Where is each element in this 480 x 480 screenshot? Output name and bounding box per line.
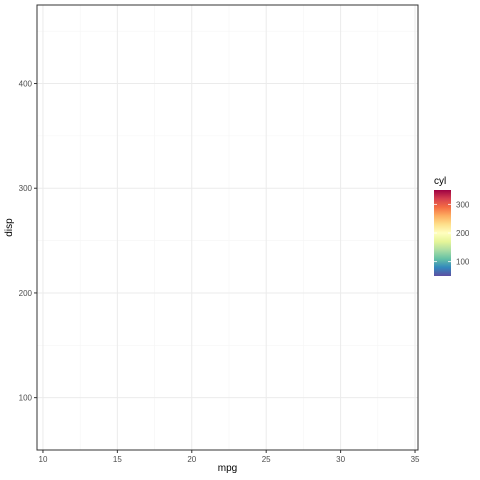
y-tick-label: 100 [19, 394, 33, 403]
x-tick-label: 20 [187, 455, 196, 464]
legend-ticks: 100 200 300 [434, 200, 470, 267]
x-tick-label: 10 [39, 455, 48, 464]
legend-tick-label: 100 [456, 258, 470, 267]
y-axis: 100 200 300 400 [19, 80, 37, 403]
y-tick-label: 400 [19, 80, 33, 89]
panel-border [36, 4, 419, 451]
legend-tick-label: 300 [456, 200, 470, 209]
legend: cyl 100 200 300 [434, 176, 470, 276]
y-tick-label: 200 [19, 289, 33, 298]
y-axis-title: disp [4, 218, 15, 237]
y-tick-label: 300 [19, 184, 33, 193]
x-axis-title: mpg [218, 463, 237, 474]
x-tick-label: 35 [411, 455, 420, 464]
legend-colorbar [434, 190, 451, 276]
x-tick-label: 30 [336, 455, 345, 464]
x-tick-label: 25 [262, 455, 271, 464]
legend-title: cyl [434, 176, 446, 187]
x-axis: 10 15 20 25 30 35 [39, 450, 420, 464]
legend-tick-label: 200 [456, 229, 470, 238]
major-grid [37, 5, 418, 450]
x-tick-label: 15 [113, 455, 122, 464]
